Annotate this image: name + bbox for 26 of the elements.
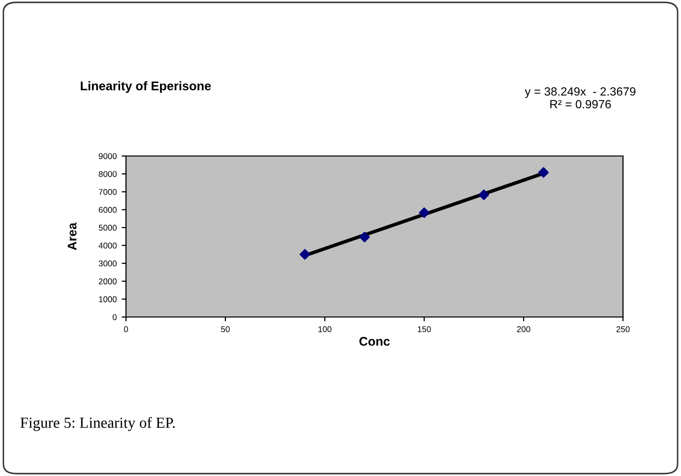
x-tick-label: 150 — [418, 326, 431, 332]
x-tick-label: 0 — [124, 326, 128, 332]
x-tick-label: 250 — [616, 326, 630, 332]
y-tick-label: 0 — [112, 314, 117, 320]
caption: Figure 5: Linearity of EP. — [20, 416, 175, 432]
y-tick-label: 6000 — [98, 206, 117, 213]
x-tick-label: 50 — [221, 326, 230, 332]
y-tick-label: 5000 — [98, 224, 117, 231]
y-tick-label: 7000 — [98, 188, 117, 195]
y-axis-title: Area — [68, 222, 77, 250]
x-tick-label: 100 — [318, 326, 332, 332]
y-tick-label: 4000 — [98, 242, 117, 249]
y-tick-label: 2000 — [98, 278, 117, 284]
y-tick-label: 3000 — [98, 260, 117, 266]
point — [478, 190, 490, 200]
text: y = 38.249x - 2.3679 R² = 0.9976 — [524, 87, 636, 108]
point — [538, 167, 549, 178]
x-axis-title: Conc — [359, 336, 390, 346]
y-tick-label: 8000 — [98, 171, 117, 177]
point — [300, 249, 310, 260]
y-tick-label: 1000 — [99, 296, 117, 302]
x-tick-label: 200 — [517, 326, 530, 332]
y-tick-label: 9000 — [98, 153, 117, 160]
chart-title: Linearity of Eperisone — [80, 81, 211, 93]
point — [418, 207, 430, 218]
point — [359, 232, 370, 242]
